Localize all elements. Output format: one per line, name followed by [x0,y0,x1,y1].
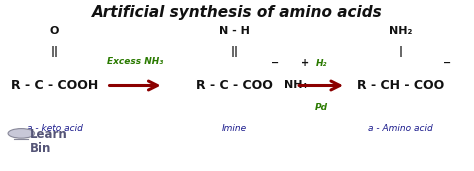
Text: |: | [399,46,402,57]
Text: NH₄: NH₄ [284,81,308,90]
Circle shape [8,129,35,138]
Text: a - keto acid: a - keto acid [27,124,82,133]
Text: Artificial synthesis of amino acids: Artificial synthesis of amino acids [91,5,383,20]
Text: NH₂: NH₂ [389,26,412,36]
Text: ||: || [51,46,58,57]
Text: N - H: N - H [219,26,250,36]
Text: Pd: Pd [315,103,328,112]
Text: R - CH - COO: R - CH - COO [357,79,444,92]
Text: −: − [271,58,279,68]
Text: Learn
Bin: Learn Bin [29,128,67,155]
Text: R - C - COO: R - C - COO [196,79,273,92]
Text: R - C - COOH: R - C - COOH [11,79,98,92]
Text: Imine: Imine [222,124,247,133]
Text: +: + [301,58,309,68]
Text: O: O [50,26,59,36]
Text: a - Amino acid: a - Amino acid [368,124,433,133]
Text: −: − [443,58,451,68]
Text: H₂: H₂ [315,59,327,68]
Text: Excess NH₃: Excess NH₃ [107,57,163,66]
Text: ||: || [231,46,238,57]
